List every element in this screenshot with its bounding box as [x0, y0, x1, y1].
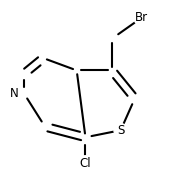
Circle shape [78, 156, 93, 172]
Circle shape [134, 10, 150, 26]
Text: N: N [10, 87, 19, 100]
Circle shape [114, 124, 127, 137]
Text: S: S [117, 124, 124, 137]
Text: Cl: Cl [80, 157, 91, 170]
Text: Br: Br [135, 11, 148, 24]
Circle shape [8, 86, 22, 100]
